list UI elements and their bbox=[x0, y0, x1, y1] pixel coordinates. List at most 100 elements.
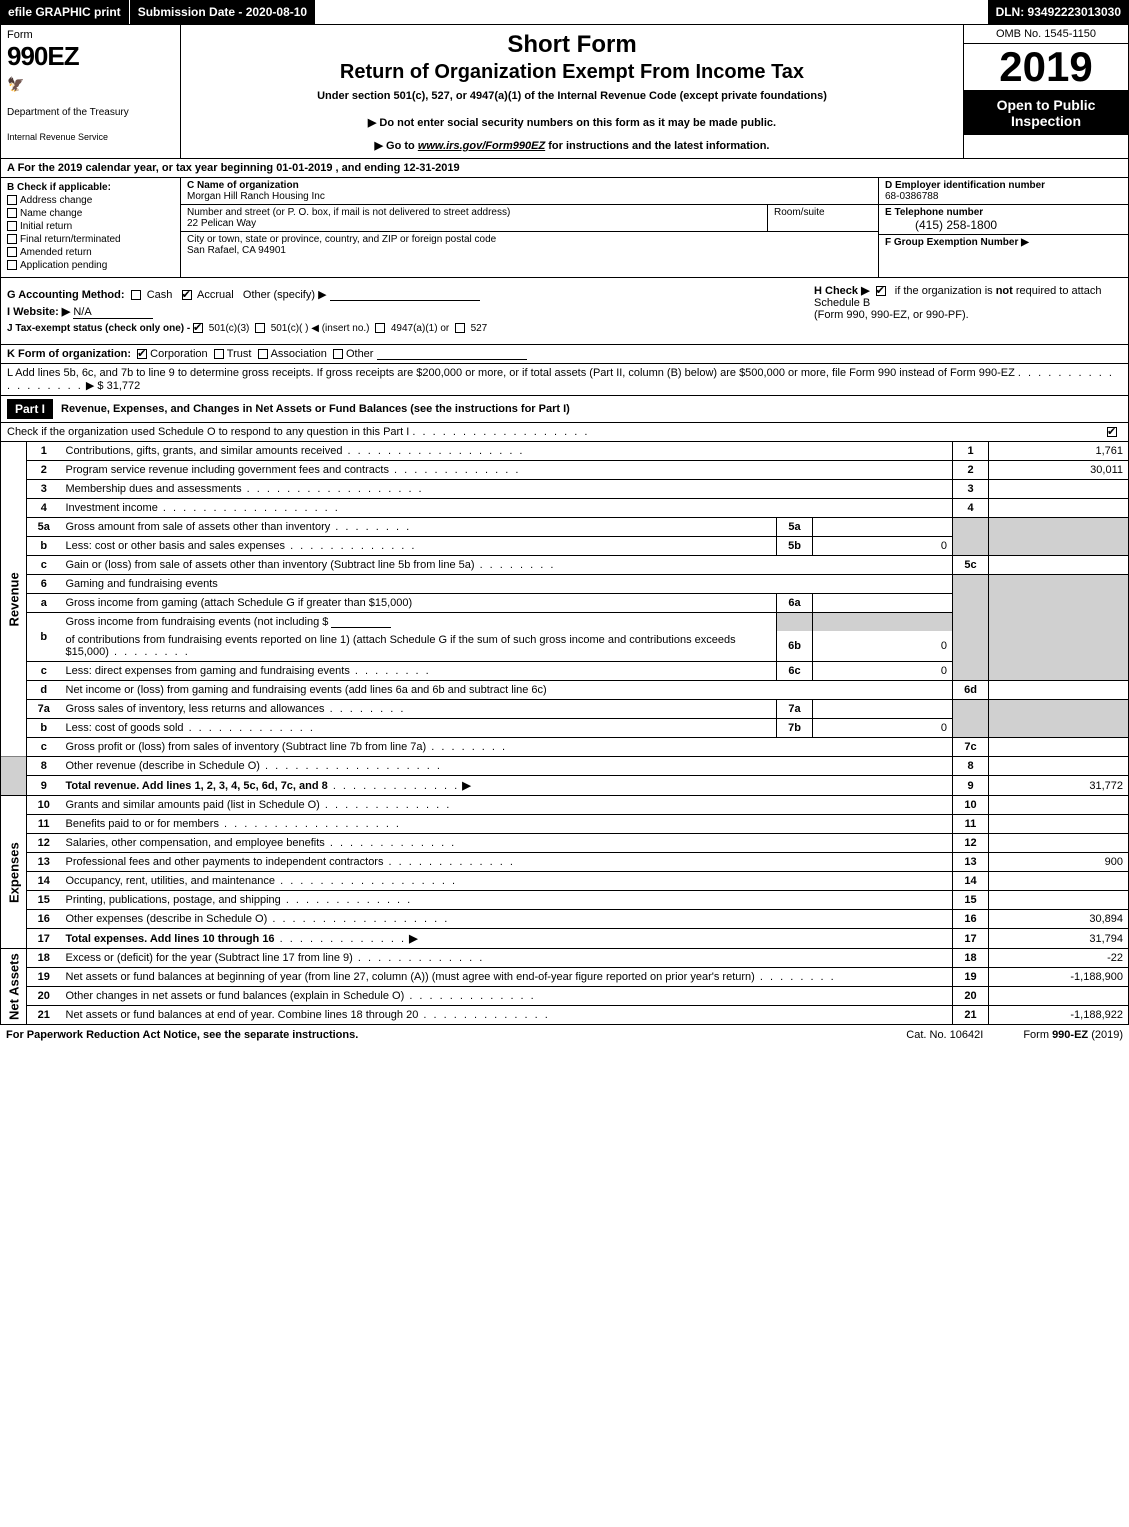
col-num: 17 bbox=[953, 929, 989, 949]
group-exemption-cell: F Group Exemption Number ▶ bbox=[879, 235, 1128, 277]
desc-text: Contributions, gifts, grants, and simila… bbox=[66, 445, 343, 457]
dots bbox=[330, 521, 411, 533]
sub-val: 0 bbox=[813, 631, 953, 662]
col-val bbox=[989, 815, 1129, 834]
checkbox-cash[interactable] bbox=[131, 290, 141, 300]
form-footer: Form 990-EZ (2019) bbox=[1023, 1029, 1123, 1041]
col-num: 21 bbox=[953, 1006, 989, 1025]
line-2: 2 Program service revenue including gove… bbox=[1, 461, 1129, 480]
line-num: c bbox=[27, 662, 61, 681]
checkbox-other-org[interactable] bbox=[333, 349, 343, 359]
h-label: H Check ▶ bbox=[814, 285, 870, 297]
desc-text: Total revenue. Add lines 1, 2, 3, 4, 5c,… bbox=[66, 780, 328, 792]
checkbox-schedule-b[interactable] bbox=[876, 286, 886, 296]
checkbox-501c[interactable] bbox=[255, 323, 265, 333]
desc-text: Membership dues and assessments bbox=[66, 483, 242, 495]
line-13: 13 Professional fees and other payments … bbox=[1, 853, 1129, 872]
blank bbox=[331, 616, 391, 628]
line-num: 16 bbox=[27, 910, 61, 929]
desc-text: Other revenue (describe in Schedule O) bbox=[66, 760, 260, 772]
desc-text: Professional fees and other payments to … bbox=[66, 856, 384, 868]
line-num: 2 bbox=[27, 461, 61, 480]
checkbox-527[interactable] bbox=[455, 323, 465, 333]
checkbox-initial-return[interactable] bbox=[7, 221, 17, 231]
efile-button[interactable]: efile GRAPHIC print bbox=[0, 0, 130, 24]
g-other-blank bbox=[330, 289, 480, 301]
dots bbox=[350, 665, 431, 677]
checkbox-amended-return[interactable] bbox=[7, 247, 17, 257]
dln-label: DLN: 93492223013030 bbox=[988, 0, 1129, 24]
sub-num: 6b bbox=[777, 631, 813, 662]
checkbox-accrual[interactable] bbox=[182, 290, 192, 300]
ghij-block: G Accounting Method: Cash Accrual Other … bbox=[0, 278, 1129, 345]
col-val bbox=[989, 480, 1129, 499]
line-desc: Grants and similar amounts paid (list in… bbox=[61, 796, 953, 815]
topbar-spacer bbox=[316, 0, 987, 24]
h-text3: (Form 990, 990-EZ, or 990-PF). bbox=[814, 309, 969, 321]
line-desc: Salaries, other compensation, and employ… bbox=[61, 834, 953, 853]
grey-cell bbox=[989, 518, 1129, 556]
checkbox-501c3[interactable] bbox=[193, 323, 203, 333]
col-num: 7c bbox=[953, 738, 989, 757]
checkbox-corporation[interactable] bbox=[137, 349, 147, 359]
checkbox-address-change[interactable] bbox=[7, 195, 17, 205]
l-row: L Add lines 5b, 6c, and 7b to line 9 to … bbox=[0, 364, 1129, 396]
b-label: B Check if applicable: bbox=[7, 182, 174, 193]
page-footer: For Paperwork Reduction Act Notice, see … bbox=[0, 1025, 1129, 1045]
col-val: -1,188,900 bbox=[989, 968, 1129, 987]
checkbox-final-return[interactable] bbox=[7, 234, 17, 244]
g-accrual: Accrual bbox=[197, 289, 234, 301]
addr-label: Number and street (or P. O. box, if mail… bbox=[187, 207, 761, 218]
line-6d: d Net income or (loss) from gaming and f… bbox=[1, 681, 1129, 700]
line-5a: 5a Gross amount from sale of assets othe… bbox=[1, 518, 1129, 537]
dots bbox=[342, 445, 524, 457]
checkbox-4947[interactable] bbox=[375, 323, 385, 333]
goto-line: ▶ Go to www.irs.gov/Form990EZ for instru… bbox=[189, 139, 955, 152]
dots bbox=[475, 559, 556, 571]
grey-cell bbox=[813, 613, 953, 632]
grey-cell bbox=[953, 700, 989, 738]
g-cash: Cash bbox=[147, 289, 173, 301]
line-17: 17 Total expenses. Add lines 10 through … bbox=[1, 929, 1129, 949]
desc-text: Benefits paid to or for members bbox=[66, 818, 219, 830]
l-arrow: ▶ $ 31,772 bbox=[86, 380, 140, 392]
checkbox-schedule-o[interactable] bbox=[1107, 427, 1117, 437]
dots bbox=[412, 426, 589, 438]
col-val: 30,011 bbox=[989, 461, 1129, 480]
line-18: Net Assets 18 Excess or (deficit) for th… bbox=[1, 949, 1129, 968]
ssn-warning: ▶ Do not enter social security numbers o… bbox=[189, 116, 955, 129]
line-7a: 7a Gross sales of inventory, less return… bbox=[1, 700, 1129, 719]
desc-text: Program service revenue including govern… bbox=[66, 464, 389, 476]
h-text1: if the organization is bbox=[895, 285, 996, 297]
checkbox-name-change[interactable] bbox=[7, 208, 17, 218]
grey-cell bbox=[953, 575, 989, 681]
line-10: Expenses 10 Grants and similar amounts p… bbox=[1, 796, 1129, 815]
line-desc: Net income or (loss) from gaming and fun… bbox=[61, 681, 953, 700]
line-desc: Other expenses (describe in Schedule O) bbox=[61, 910, 953, 929]
desc-text: Other expenses (describe in Schedule O) bbox=[66, 913, 268, 925]
part1-check-row: Check if the organization used Schedule … bbox=[0, 423, 1129, 442]
line-5c: c Gain or (loss) from sale of assets oth… bbox=[1, 556, 1129, 575]
line-desc: Net assets or fund balances at end of ye… bbox=[61, 1006, 953, 1025]
line-1: Revenue 1 Contributions, gifts, grants, … bbox=[1, 442, 1129, 461]
header-left: Form 990EZ 🦅 Department of the Treasury … bbox=[1, 25, 181, 158]
col-val bbox=[989, 738, 1129, 757]
dots bbox=[389, 464, 520, 476]
website-val: N/A bbox=[73, 306, 153, 319]
line-desc: Excess or (deficit) for the year (Subtra… bbox=[61, 949, 953, 968]
arrow-icon: ▶ bbox=[462, 780, 470, 792]
goto-link[interactable]: www.irs.gov/Form990EZ bbox=[418, 140, 545, 152]
k-other: Other bbox=[346, 348, 374, 360]
line-6: 6 Gaming and fundraising events bbox=[1, 575, 1129, 594]
dots bbox=[325, 703, 406, 715]
desc-text: Investment income bbox=[66, 502, 158, 514]
line-desc: Contributions, gifts, grants, and simila… bbox=[61, 442, 953, 461]
section-b-checks: B Check if applicable: Address change Na… bbox=[1, 178, 181, 277]
checkbox-trust[interactable] bbox=[214, 349, 224, 359]
org-name: Morgan Hill Ranch Housing Inc bbox=[187, 191, 872, 202]
col-val: 31,772 bbox=[989, 776, 1129, 796]
checkbox-association[interactable] bbox=[258, 349, 268, 359]
j-501c3: 501(c)(3) bbox=[209, 323, 250, 334]
checkbox-application-pending[interactable] bbox=[7, 260, 17, 270]
line-num: c bbox=[27, 738, 61, 757]
